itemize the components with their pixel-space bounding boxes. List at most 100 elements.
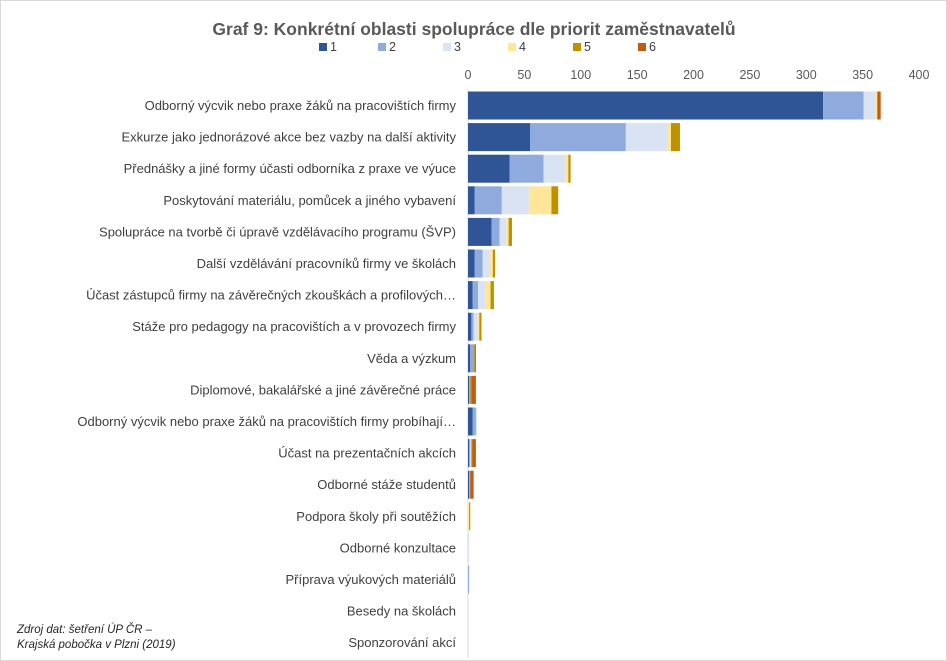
category-label: Odborný výcvik nebo praxe žáků na pracov… <box>145 98 457 113</box>
bar-segment-series-1 <box>468 470 470 499</box>
legend-swatch-5 <box>573 43 581 51</box>
bar-segment-series-3 <box>482 249 490 278</box>
legend-label-6: 6 <box>649 40 656 54</box>
bar-segment-series-3 <box>499 217 507 246</box>
bar-segment-series-2 <box>469 470 471 499</box>
bar-segment-series-2 <box>823 91 864 120</box>
legend-label-4: 4 <box>519 40 526 54</box>
x-tick-label-250: 250 <box>739 68 760 82</box>
category-label: Přednášky a jiné formy účasti odborníka … <box>124 161 456 176</box>
category-label: Věda a výzkum <box>367 351 456 366</box>
bar-segment-series-3 <box>468 533 470 562</box>
bar-segment-series-1 <box>468 123 531 152</box>
legend-swatch-2 <box>378 43 386 51</box>
bar-segment-series-4 <box>564 154 569 183</box>
bar-segment-series-4 <box>528 186 552 215</box>
bar-segment-series-4 <box>484 281 491 310</box>
source-note-line-1: Zdroj dat: šetření ÚP ČR – <box>17 624 153 636</box>
x-tick-label-400: 400 <box>909 68 930 82</box>
category-label: Odborné stáže studentů <box>317 477 456 492</box>
x-tick-label-100: 100 <box>570 68 591 82</box>
category-label: Poskytování materiálu, pomůcek a jiného … <box>163 193 456 208</box>
bar-segment-series-4 <box>489 249 493 278</box>
bar-segment-series-1 <box>468 439 470 468</box>
bar-segment-series-5 <box>551 186 559 215</box>
bar-segment-series-2 <box>472 281 479 310</box>
bar-segment-series-5 <box>490 281 494 310</box>
bar-segment-series-1 <box>468 312 472 341</box>
bar-segment-series-1 <box>468 375 470 404</box>
bar-segment-series-3 <box>543 154 565 183</box>
legend-swatch-3 <box>443 43 451 51</box>
chart-title: Graf 9: Konkrétní oblasti spolupráce dle… <box>212 19 735 39</box>
source-note-line-2: Krajská pobočka v Plzni (2019) <box>17 639 176 651</box>
bar-segment-series-3 <box>478 281 485 310</box>
bar-segment-series-6 <box>471 375 476 404</box>
bar-segment-series-5 <box>670 123 680 152</box>
category-label: Diplomové, bakalářské a jiné závěrečné p… <box>190 382 456 397</box>
bar-segment-series-4 <box>667 123 671 152</box>
legend-label-1: 1 <box>330 40 337 54</box>
bar-segment-series-4 <box>506 217 509 246</box>
bar-segment-series-1 <box>468 249 475 278</box>
bar-segment-series-2 <box>474 249 483 278</box>
category-label: Příprava výukových materiálů <box>285 572 456 587</box>
x-tick-label-150: 150 <box>627 68 648 82</box>
category-label: Odborný výcvik nebo praxe žáků na pracov… <box>77 414 456 429</box>
bar-segment-series-1 <box>468 186 475 215</box>
legend-label-2: 2 <box>389 40 396 54</box>
category-label: Besedy na školách <box>347 604 456 619</box>
bar-segment-series-2 <box>469 375 471 404</box>
bar-segment-series-5 <box>469 502 471 531</box>
bar-segment-series-2 <box>474 186 502 215</box>
x-tick-label-350: 350 <box>852 68 873 82</box>
category-label: Odborné konzultace <box>340 540 456 555</box>
bar-segment-series-2 <box>472 407 476 436</box>
bar-segment-series-3 <box>625 123 668 152</box>
category-label: Sponzorování akcí <box>348 635 456 650</box>
bar-segment-series-3 <box>501 186 529 215</box>
category-labels: Odborný výcvik nebo praxe žáků na pracov… <box>77 98 456 650</box>
x-tick-label-0: 0 <box>465 68 472 82</box>
bar-segment-series-3 <box>473 312 479 341</box>
x-tick-label-50: 50 <box>517 68 531 82</box>
bar-segment-series-2 <box>491 217 500 246</box>
category-label: Účast na prezentačních akcích <box>278 446 456 461</box>
bar-segment-series-5 <box>508 217 512 246</box>
x-tick-label-300: 300 <box>796 68 817 82</box>
x-tick-label-200: 200 <box>683 68 704 82</box>
bar-segment-series-6 <box>470 470 474 499</box>
bar-segment-series-3 <box>475 407 478 436</box>
bar-segment-series-2 <box>509 154 544 183</box>
bar-segment-series-5 <box>479 312 482 341</box>
legend-label-3: 3 <box>454 40 461 54</box>
bar-segment-series-2 <box>469 439 471 468</box>
bar-segment-series-3 <box>863 91 876 120</box>
category-label: Účast zástupců firmy na závěrečných zkou… <box>86 288 456 303</box>
bar-segment-series-2 <box>468 565 470 594</box>
bar-segment-series-5 <box>471 439 473 468</box>
category-label: Stáže pro pedagogy na pracovištích a v p… <box>132 319 456 334</box>
category-label: Další vzdělávání pracovníků firmy ve ško… <box>197 256 456 271</box>
bar-segment-series-5 <box>492 249 496 278</box>
bar-segment-series-1 <box>468 281 473 310</box>
category-label: Exkurze jako jednorázové akce bez vazby … <box>121 130 456 145</box>
legend-label-5: 5 <box>584 40 591 54</box>
bar-segment-series-5 <box>473 344 475 373</box>
bar-segment-series-2 <box>530 123 626 152</box>
legend-swatch-4 <box>508 43 516 51</box>
bar-segment-series-5 <box>568 154 571 183</box>
bars <box>468 91 881 594</box>
bar-segment-series-1 <box>468 344 471 373</box>
bar-segment-series-3 <box>470 439 472 468</box>
legend-swatch-6 <box>638 43 646 51</box>
category-label: Podpora školy při soutěžích <box>296 509 456 524</box>
bar-segment-series-1 <box>468 154 510 183</box>
category-label: Spolupráce na tvorbě či úpravě vzdělávac… <box>99 224 456 239</box>
bar-segment-series-1 <box>468 407 473 436</box>
legend: 1 2 3 4 5 6 <box>319 40 656 54</box>
bar-segment-series-2 <box>471 312 474 341</box>
bar-segment-series-6 <box>472 439 476 468</box>
